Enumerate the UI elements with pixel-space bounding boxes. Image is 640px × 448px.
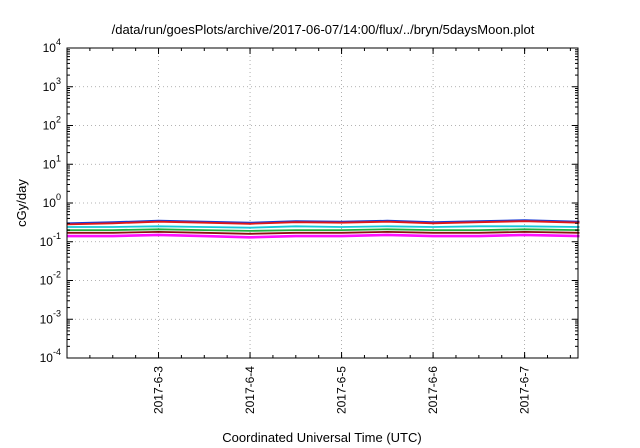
y-tick-label: 103 <box>43 76 61 94</box>
x-tick-label: 2017-6-4 <box>243 366 257 414</box>
series-line <box>66 220 580 226</box>
x-tick-label: 2017-6-5 <box>335 366 349 414</box>
series-line <box>67 230 580 235</box>
y-tick-label: 10-1 <box>40 231 61 249</box>
y-tick-label: 10-4 <box>40 347 61 365</box>
y-tick-label: 104 <box>43 37 61 55</box>
y-tick-label: 100 <box>43 192 61 210</box>
y-tick-label: 102 <box>43 115 61 133</box>
series-line <box>67 233 580 239</box>
grid <box>67 47 578 359</box>
x-tick-label: 2017-6-7 <box>518 366 532 414</box>
x-tick-label: 2017-6-3 <box>152 366 166 414</box>
y-tick-label: 10-3 <box>40 308 61 326</box>
x-axis-label: Coordinated Universal Time (UTC) <box>222 430 421 445</box>
x-tick-label: 2017-6-6 <box>426 366 440 414</box>
chart-title: /data/run/goesPlots/archive/2017-06-07/1… <box>112 22 535 37</box>
y-tick-label: 10-2 <box>40 270 61 288</box>
series-line <box>67 225 580 229</box>
y-axis: 104 103 102 101 100 10-1 10-2 10-3 10-4 <box>40 37 578 365</box>
series-line <box>67 228 580 232</box>
series-line <box>66 219 580 225</box>
series-group <box>66 219 580 239</box>
y-tick-label: 101 <box>43 153 61 171</box>
x-axis: 2017-6-3 2017-6-4 2017-6-5 2017-6-6 2017-6-7 <box>66 48 571 414</box>
y-axis-label: cGy/day <box>14 179 29 227</box>
